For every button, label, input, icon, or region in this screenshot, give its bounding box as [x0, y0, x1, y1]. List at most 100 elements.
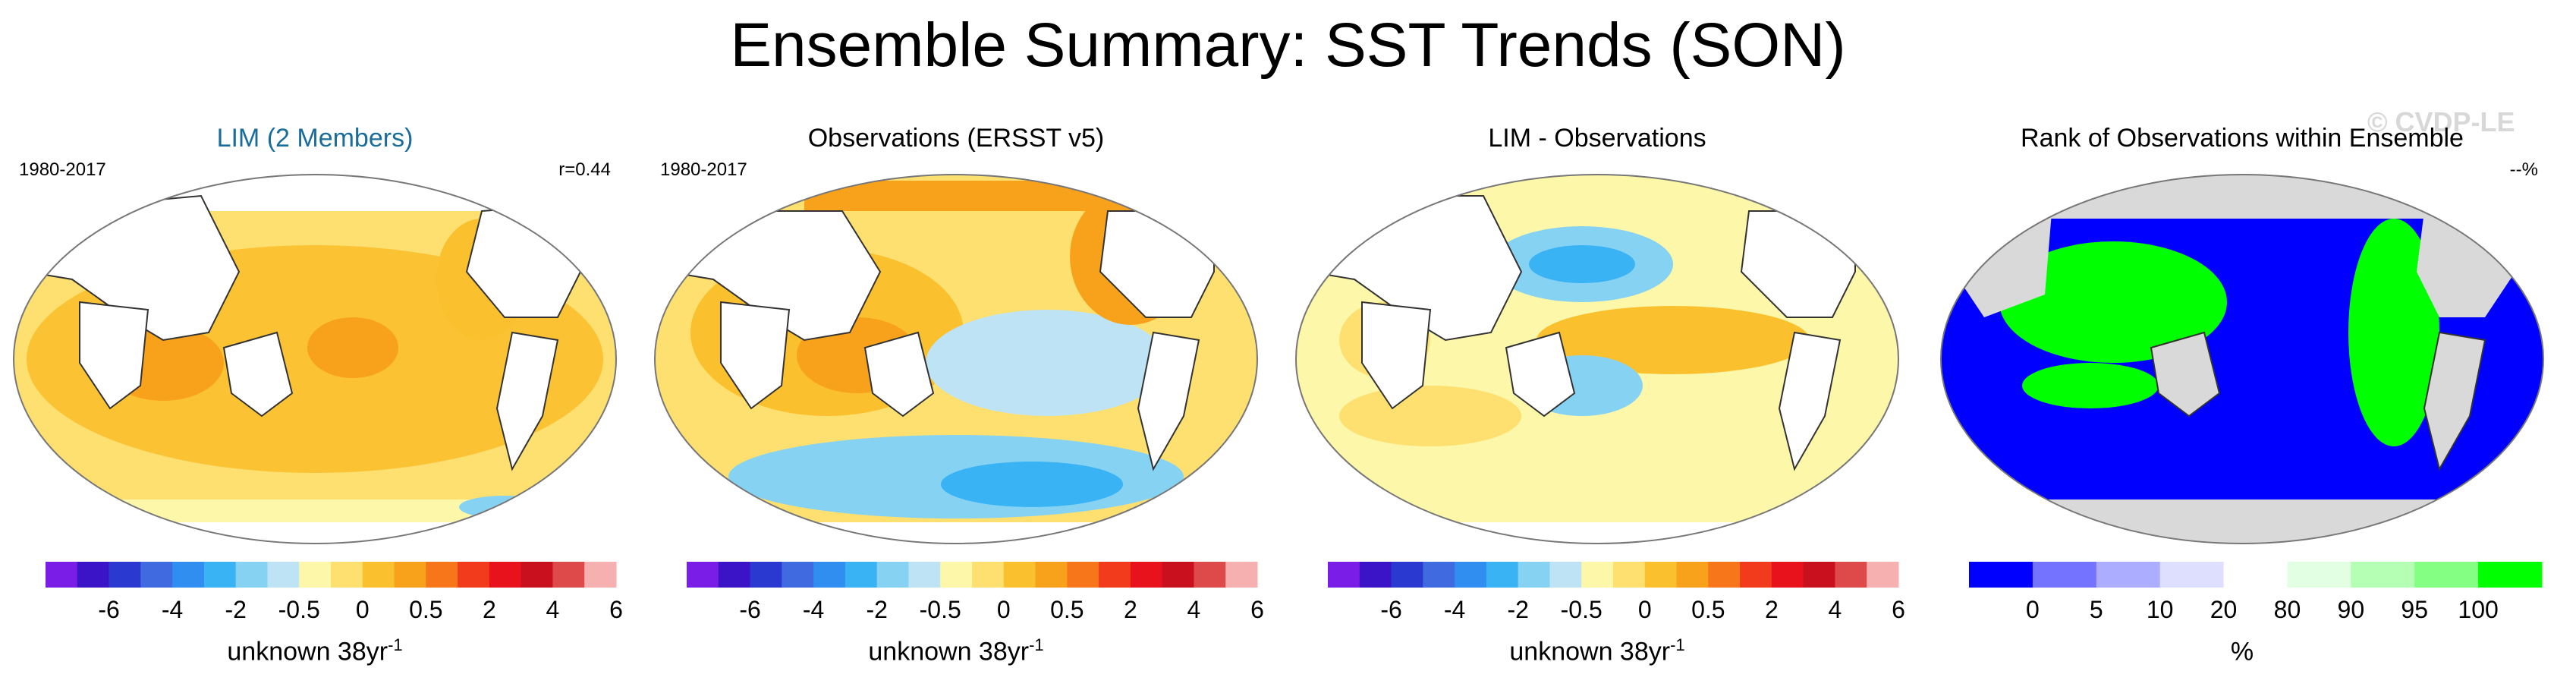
- colorbar-cell: [2032, 562, 2097, 588]
- colorbar: -6 -4 -2 -0.5 0 0.5 2 4 6: [687, 562, 1264, 623]
- africa-land: [79, 301, 149, 410]
- panel-rank: Rank of Observations within Ensemble --%…: [1931, 114, 2553, 683]
- australia-land: [863, 331, 935, 418]
- colorbar-tick-label: 0: [997, 596, 1011, 623]
- colorbar-cell: [2159, 562, 2225, 588]
- colorbar-cell: [489, 562, 522, 588]
- colorbar-cell: [362, 562, 395, 588]
- colorbar-tick-label: 0.5: [1050, 596, 1084, 623]
- colorbar-tick-label: -0.5: [920, 596, 961, 623]
- rank-percent-label: --%: [2509, 159, 2538, 180]
- colorbar-tick-label: -0.5: [1561, 596, 1603, 623]
- colorbar-cell: [458, 562, 490, 588]
- colorbar-tick-label: 5: [2090, 596, 2103, 623]
- colorbar-tick-label: 10: [2147, 596, 2174, 623]
- panel-title: Rank of Observations within Ensemble: [2021, 124, 2464, 153]
- colorbar-cell: [1194, 562, 1226, 588]
- australia-land: [222, 331, 294, 418]
- colorbar-tick-label: -6: [98, 596, 119, 623]
- colorbar-cell: [750, 562, 782, 588]
- colorbar-cell: [267, 562, 300, 588]
- colorbar-tick-label: 4: [1829, 596, 1842, 623]
- colorbar-tick-label: 6: [609, 596, 623, 623]
- colorbar-cell: [1771, 562, 1804, 588]
- panel-title: Observations (ERSST v5): [807, 124, 1105, 153]
- colorbar-tick-label: 4: [546, 596, 560, 623]
- colorbar-cell: [2096, 562, 2161, 588]
- panel-lim: LIM (2 Members) 1980-2017 r=0.44 -6 -4 -2-…: [4, 114, 626, 683]
- antarctica-land: [655, 522, 1257, 544]
- colorbar-tick-label: -4: [1444, 596, 1465, 623]
- period-label: 1980-2017: [19, 159, 106, 180]
- main-title: Ensemble Summary: SST Trends (SON): [730, 11, 1846, 80]
- watermark: © CVDP-LE: [2367, 106, 2515, 137]
- colorbar-cell: [908, 562, 941, 588]
- antarctica-land: [1941, 499, 2543, 544]
- high-rank-region: [2348, 219, 2439, 446]
- colorbar-tick-label: -6: [739, 596, 760, 623]
- colorbar-cell: [1867, 562, 1899, 588]
- colorbar: 0 5 10 20 80 90 95 100: [1969, 562, 2543, 623]
- colorbar-cell: [687, 562, 719, 588]
- colorbar-cell: [1359, 562, 1392, 588]
- panel-observations: Observations (ERSST v5) 1980-2017 -6 -4 -2…: [645, 114, 1267, 683]
- south-america-land: [1778, 331, 1842, 471]
- colorbar-cell: [1613, 562, 1646, 588]
- colorbar-cell: [140, 562, 173, 588]
- colorbar-cell: [552, 562, 585, 588]
- colorbar-cell: [1130, 562, 1163, 588]
- panel-title: LIM (2 Members): [216, 124, 414, 153]
- colorbar-cell: [1549, 562, 1582, 588]
- south-america-land: [1137, 331, 1200, 471]
- colorbar-cell: [2223, 562, 2288, 588]
- south-america-land: [495, 331, 559, 471]
- colorbar-label: unknown 38yr-1: [1509, 635, 1685, 667]
- cool-patch: [941, 462, 1123, 507]
- colorbar-cell: [972, 562, 1005, 588]
- africa-land: [1361, 301, 1432, 410]
- colorbar-cell: [172, 562, 205, 588]
- warm-patch: [307, 317, 398, 378]
- colorbar-tick-label: 2: [483, 596, 496, 623]
- panel-title: LIM - Observations: [1488, 124, 1706, 153]
- colorbar-cell: [235, 562, 268, 588]
- colorbar-cell: [2478, 562, 2543, 588]
- colorbar-cell: [1969, 562, 2033, 588]
- colorbar-cell: [2351, 562, 2415, 588]
- colorbar-cell: [46, 562, 78, 588]
- sst-trend-map: [13, 174, 617, 544]
- colorbar-cell: [299, 562, 332, 588]
- colorbar-cell: [584, 562, 617, 588]
- colorbar-cell: [203, 562, 237, 588]
- land-mask: [1941, 175, 2543, 219]
- australia-land: [1505, 331, 1576, 418]
- africa-land: [720, 301, 791, 410]
- antarctica-land: [1296, 522, 1898, 544]
- colorbar-tick-label: 0.5: [1691, 596, 1725, 623]
- colorbar-tick-label: 2: [1124, 596, 1137, 623]
- colorbar-cell: [1803, 562, 1835, 588]
- colorbar-cell: [1423, 562, 1455, 588]
- antarctica-land: [14, 522, 616, 544]
- colorbar-tick-label: 100: [2458, 596, 2498, 623]
- colorbar-tick-label: 4: [1187, 596, 1201, 623]
- cool-patch: [1529, 245, 1635, 283]
- colorbar-tick-label: 2: [1765, 596, 1779, 623]
- colorbar-cell: [1740, 562, 1772, 588]
- colorbar-cell: [940, 562, 973, 588]
- colorbar-cell: [1486, 562, 1519, 588]
- warm-patch: [1339, 386, 1521, 446]
- colorbar-tick-label: 0.5: [409, 596, 442, 623]
- colorbar: -6 -4 -2 -0.5 0 0.5 2 4 6: [1328, 562, 1905, 623]
- arctic-land: [14, 175, 616, 211]
- colorbar-tick-label: -2: [1507, 596, 1528, 623]
- south-america-land: [2423, 331, 2486, 471]
- colorbar-label: unknown 38yr-1: [227, 635, 403, 667]
- colorbar-tick-label: 0: [356, 596, 370, 623]
- colorbar-tick-label: 6: [1892, 596, 1905, 623]
- colorbar-tick-label: -2: [225, 596, 246, 623]
- colorbar-tick-label: -6: [1380, 596, 1401, 623]
- colorbar-cell: [1328, 562, 1360, 588]
- warm-band: [1536, 306, 1810, 374]
- correlation-label: r=0.44: [558, 159, 611, 180]
